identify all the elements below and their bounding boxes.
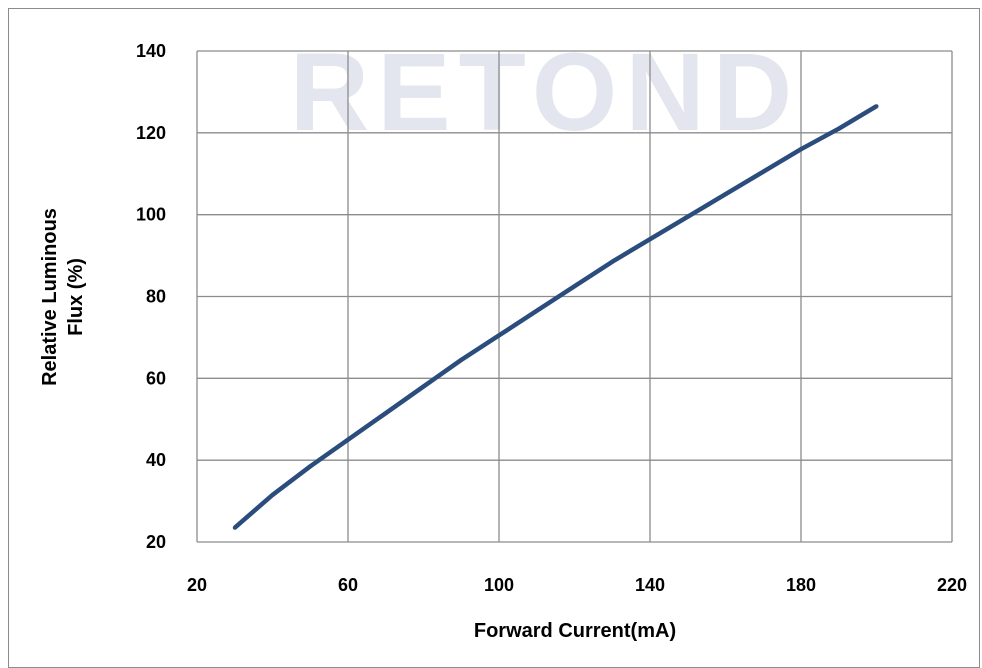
x-tick-labels: 20 60 100 140 180 220 — [187, 575, 967, 595]
data-point — [270, 492, 275, 497]
x-tick-label: 180 — [786, 575, 816, 595]
y-tick-label: 100 — [136, 205, 166, 225]
data-point — [232, 525, 237, 530]
x-tick-label: 140 — [635, 575, 665, 595]
data-point — [761, 169, 766, 174]
data-point — [874, 104, 879, 109]
y-tick-label: 20 — [146, 532, 166, 552]
data-point — [610, 259, 615, 264]
x-tick-label: 20 — [187, 575, 207, 595]
x-tick-label: 220 — [937, 575, 967, 595]
x-tick-label: 100 — [484, 575, 514, 595]
series-line — [233, 104, 878, 530]
y-tick-label: 120 — [136, 123, 166, 143]
data-point — [648, 237, 652, 242]
luminous-flux-chart: RETOND 20 60 100 140 180 220 20 40 60 80 100 120 14… — [39, 31, 967, 642]
data-point — [459, 357, 464, 362]
data-point — [308, 464, 313, 469]
y-tick-label: 80 — [146, 287, 166, 307]
y-axis-title-line-1: Relative Luminous — [39, 208, 61, 386]
data-point — [836, 126, 841, 131]
y-tick-label: 140 — [136, 41, 166, 61]
y-axis-title-line-2: Flux (%) — [65, 258, 87, 336]
data-point — [346, 437, 350, 442]
grid-lines — [196, 50, 953, 543]
data-point — [383, 411, 388, 416]
data-point — [685, 214, 690, 219]
data-point — [799, 147, 803, 152]
y-tick-label: 40 — [146, 450, 166, 470]
x-axis-title: Forward Current(mA) — [474, 620, 676, 642]
data-point — [723, 192, 728, 197]
y-tick-label: 60 — [146, 368, 166, 388]
watermark-text: RETOND — [290, 31, 800, 154]
data-point — [572, 284, 577, 289]
data-point — [497, 333, 501, 338]
y-tick-labels: 20 40 60 80 100 120 140 — [136, 41, 166, 552]
y-axis-title: Relative Luminous Flux (%) — [39, 208, 87, 386]
x-tick-label: 60 — [338, 575, 358, 595]
data-point — [421, 384, 426, 389]
data-point — [534, 308, 539, 313]
series-group — [232, 104, 879, 530]
